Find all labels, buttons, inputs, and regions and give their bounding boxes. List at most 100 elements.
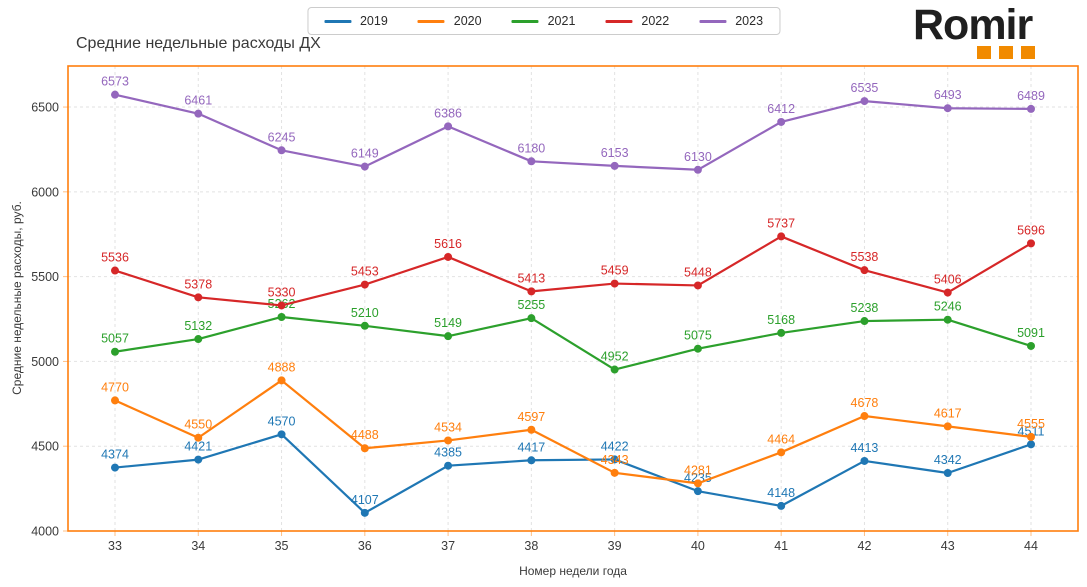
data-point-2023: [360, 162, 369, 171]
data-point-2021: [860, 317, 869, 326]
data-point-2022: [194, 293, 203, 302]
y-tick-label: 4500: [31, 440, 59, 454]
data-point-2022: [943, 288, 952, 297]
data-point-label-2020: 4888: [268, 360, 296, 374]
data-point-2023: [527, 157, 536, 166]
data-point-label-2021: 5149: [434, 316, 462, 330]
x-axis-title: Номер недели года: [519, 564, 627, 578]
legend-swatch-2019: [323, 19, 351, 23]
legend-item-2023: 2023: [699, 14, 763, 28]
series-line-2022: [113, 235, 1033, 307]
data-point-2020: [860, 412, 869, 421]
data-point-2022: [111, 266, 119, 275]
data-point-label-2021: 5210: [351, 306, 379, 320]
data-point-2021: [693, 344, 702, 353]
data-point-2020: [693, 479, 702, 488]
series-line-2023: [113, 93, 1033, 171]
y-tick-label: 6000: [31, 185, 59, 199]
data-point-2023: [444, 122, 453, 131]
data-point-label-2020: 4534: [434, 420, 462, 434]
data-point-label-2019: 4421: [184, 440, 212, 454]
data-point-2022: [527, 287, 536, 296]
x-tick-label: 36: [358, 539, 372, 553]
data-point-2019: [111, 463, 119, 472]
data-point-label-2021: 5132: [184, 319, 212, 333]
data-point-2023: [277, 146, 286, 155]
data-point-label-2023: 6489: [1017, 89, 1045, 103]
data-point-2022: [860, 266, 869, 275]
data-point-2023: [194, 109, 203, 118]
data-point-label-2022: 5406: [934, 273, 962, 287]
data-point-label-2021: 5075: [684, 329, 712, 343]
romir-logo-text: Romir: [913, 1, 1033, 49]
data-point-label-2023: 6412: [767, 102, 795, 116]
x-tick-label: 42: [858, 539, 872, 553]
data-point-2023: [777, 117, 786, 126]
data-point-label-2019: 4374: [101, 448, 129, 462]
data-point-label-2020: 4597: [517, 410, 545, 424]
x-tick-label: 44: [1024, 539, 1038, 553]
data-point-2021: [360, 321, 369, 330]
data-point-label-2022: 5453: [351, 265, 379, 279]
data-point-2020: [1027, 432, 1035, 441]
data-point-2020: [943, 422, 952, 431]
data-point-label-2019: 4413: [851, 441, 879, 455]
legend-item-2022: 2022: [605, 14, 669, 28]
x-tick-label: 39: [608, 539, 622, 553]
legend-label: 2020: [453, 14, 482, 28]
data-point-label-2019: 4422: [601, 439, 629, 453]
data-point-2019: [444, 461, 453, 470]
data-point-label-2021: 5246: [934, 300, 962, 314]
data-point-2022: [360, 280, 369, 289]
data-point-2019: [360, 508, 369, 517]
data-point-2021: [610, 365, 619, 374]
data-point-label-2022: 5696: [1017, 223, 1045, 237]
data-point-label-2020: 4770: [101, 380, 129, 394]
x-tick-label: 43: [941, 539, 955, 553]
data-point-label-2019: 4511: [1018, 424, 1045, 438]
data-point-label-2023: 6535: [851, 81, 879, 95]
y-axis-title: Средние недельные расходы, руб.: [10, 201, 24, 395]
legend-item-2021: 2021: [511, 14, 575, 28]
logo-dot: [977, 46, 991, 60]
data-point-label-2023: 6153: [601, 146, 629, 160]
x-tick-label: 38: [524, 539, 538, 553]
series-line-2021: [113, 315, 1033, 371]
data-point-label-2020: 4555: [1017, 417, 1045, 431]
legend-item-2019: 2019: [323, 14, 388, 28]
data-point-label-2023: 6180: [517, 141, 545, 155]
data-point-label-2021: 5091: [1017, 326, 1045, 340]
data-point-label-2022: 5448: [684, 265, 712, 279]
data-point-2020: [777, 448, 786, 457]
x-tick-label: 33: [108, 539, 122, 553]
data-point-label-2020: 4678: [851, 396, 879, 410]
data-point-2023: [1027, 104, 1035, 113]
y-tick-label: 5500: [31, 270, 59, 284]
data-point-label-2020: 4343: [601, 453, 629, 467]
legend-label: 2023: [735, 14, 764, 28]
data-point-label-2022: 5536: [101, 251, 129, 265]
legend-swatch-2022: [605, 19, 633, 23]
data-point-2021: [444, 332, 453, 341]
data-point-2023: [111, 90, 119, 99]
data-point-2022: [277, 301, 286, 310]
data-point-label-2023: 6245: [268, 130, 296, 144]
data-point-2019: [527, 456, 536, 465]
x-tick-label: 40: [691, 539, 705, 553]
y-tick-label: 4000: [31, 525, 59, 539]
legend-swatch-2021: [511, 19, 539, 23]
data-point-2019: [777, 501, 786, 510]
data-point-2021: [111, 347, 119, 356]
data-point-label-2019: 4148: [767, 486, 795, 500]
series-line-2020: [113, 379, 1033, 485]
data-point-label-2023: 6149: [351, 147, 379, 161]
data-point-label-2021: 4952: [601, 350, 629, 364]
data-point-2023: [943, 104, 952, 113]
data-point-2021: [527, 314, 536, 323]
data-point-label-2022: 5459: [601, 264, 629, 278]
series-line-2019: [113, 433, 1033, 514]
data-point-label-2021: 5238: [851, 301, 879, 315]
data-point-label-2021: 5168: [767, 313, 795, 327]
chart-legend: 2019 2020 2021 2022 2023: [306, 7, 781, 35]
data-point-label-2023: 6493: [934, 88, 962, 102]
